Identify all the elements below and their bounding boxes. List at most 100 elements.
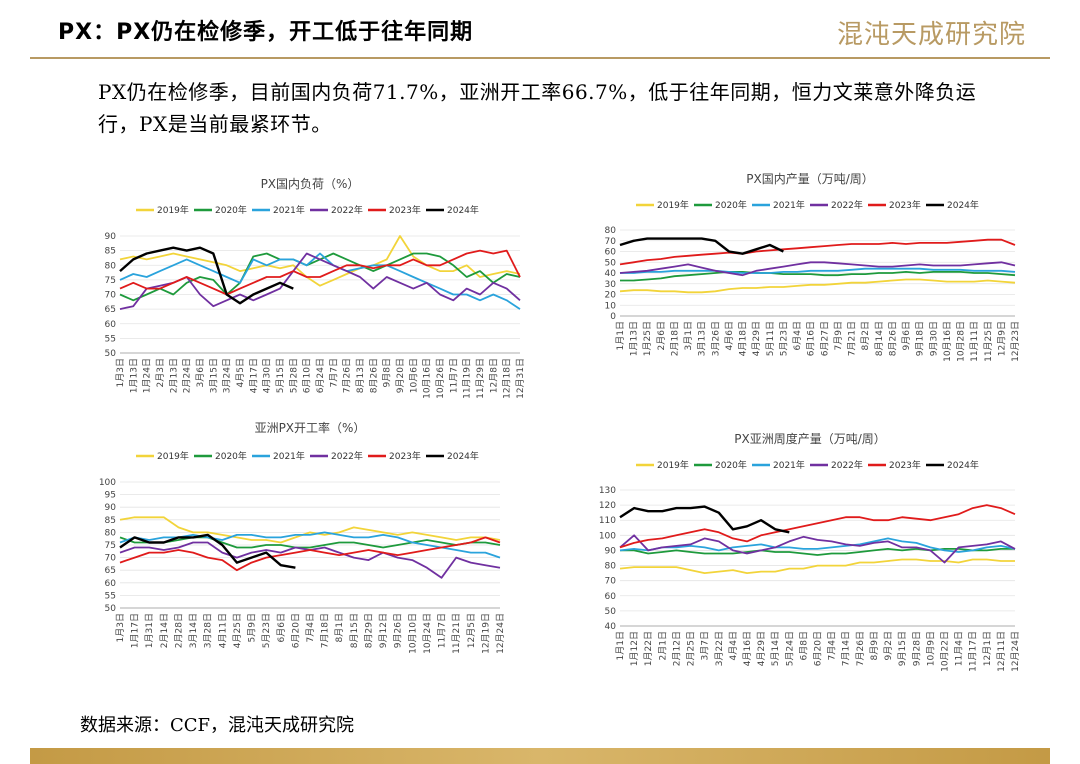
- x-tick-label: 4月25日: [232, 613, 243, 648]
- x-tick-label: 2月1日: [657, 631, 668, 660]
- x-tick-label: 3月26日: [710, 321, 721, 356]
- x-tick-label: 1月31日: [144, 613, 155, 648]
- y-tick-label: 30: [605, 280, 617, 290]
- x-tick-label: 5月23日: [778, 321, 789, 356]
- chart-asia-weekly-output: PX亚洲周度产量（万吨/周） 2019年 2020年 2021年 2022年 2023年 2…: [599, 431, 1021, 672]
- legend-label: 2024年: [947, 199, 979, 211]
- x-tick-label: 4月5日: [235, 358, 246, 387]
- x-tick-label: 2月14日: [159, 613, 170, 648]
- legend-label: 2021年: [773, 199, 805, 211]
- x-tick-label: 5月9日: [247, 613, 258, 642]
- footer-bar: [30, 748, 1050, 764]
- x-tick-label: 11月4日: [954, 631, 965, 666]
- x-tick-label: 8月2日: [860, 321, 871, 350]
- x-tick-label: 3月22日: [714, 631, 725, 666]
- legend-label: 2020年: [715, 459, 747, 471]
- y-tick-label: 85: [105, 516, 116, 526]
- x-tick-label: 12月9日: [996, 321, 1007, 356]
- legend-label: 2024年: [947, 459, 979, 471]
- y-tick-label: 55: [105, 334, 116, 344]
- series-line-2020: [620, 271, 1016, 282]
- y-tick-label: 65: [105, 305, 116, 315]
- chart-title: PX亚洲周度产量（万吨/周）: [734, 431, 886, 446]
- x-tick-label: 11月29日: [475, 358, 486, 399]
- x-tick-label: 12月11日: [996, 631, 1007, 672]
- x-tick-label: 5月14日: [770, 631, 781, 666]
- x-tick-label: 6月24日: [315, 358, 326, 393]
- chart-title: 亚洲PX开工率（%）: [255, 420, 366, 435]
- x-tick-label: 1月17日: [130, 613, 141, 648]
- x-tick-label: 6月27日: [819, 321, 830, 356]
- chart-asia-operating-rate: 亚洲PX开工率（%） 2019年 2020年 2021年 2022年 2023年 2024年…: [99, 420, 506, 654]
- x-tick-label: 5月24日: [784, 631, 795, 666]
- y-tick-label: 75: [105, 276, 116, 286]
- x-tick-label: 10月28日: [956, 321, 967, 362]
- legend-label: 2021年: [273, 204, 305, 216]
- y-tick-label: 70: [105, 554, 117, 564]
- x-tick-label: 1月12日: [629, 631, 640, 666]
- x-tick-label: 12月5日: [466, 613, 477, 648]
- x-tick-label: 8月9日: [869, 631, 880, 660]
- legend-label: 2022年: [331, 450, 363, 462]
- x-tick-label: 7月9日: [833, 321, 844, 350]
- x-tick-label: 1月13日: [128, 358, 139, 393]
- legend-label: 2022年: [331, 204, 363, 216]
- x-tick-label: 11月17日: [968, 631, 979, 672]
- x-tick-label: 10月22日: [939, 631, 950, 672]
- x-tick-label: 12月31日: [515, 358, 526, 399]
- x-tick-label: 12月19日: [480, 613, 491, 654]
- x-tick-label: 10月9日: [925, 631, 936, 666]
- y-tick-label: 90: [605, 546, 617, 556]
- legend-label: 2023年: [389, 450, 421, 462]
- series-line-2023: [119, 536, 501, 572]
- y-tick-label: 120: [599, 501, 616, 511]
- x-tick-label: 8月26日: [887, 321, 898, 356]
- x-tick-label: 2月18日: [669, 321, 680, 356]
- y-tick-label: 40: [605, 622, 617, 632]
- chart-domestic-output: PX国内产量（万吨/周）2019年 2020年 2021年 2022年 2023年 202…: [605, 172, 1021, 362]
- x-tick-label: 7月4日: [305, 613, 316, 642]
- x-tick-label: 9月2日: [883, 631, 894, 660]
- y-tick-label: 60: [105, 579, 117, 589]
- y-tick-label: 55: [105, 591, 116, 601]
- y-tick-label: 60: [605, 248, 617, 258]
- x-tick-label: 10月6日: [408, 358, 419, 393]
- x-tick-label: 1月24日: [142, 358, 153, 393]
- x-tick-label: 9月15日: [897, 631, 908, 666]
- legend-label: 2020年: [715, 199, 747, 211]
- legend-label: 2023年: [389, 204, 421, 216]
- x-tick-label: 2月3日: [155, 358, 166, 387]
- series-line-2019: [619, 278, 1016, 294]
- x-tick-label: 7月4日: [827, 631, 838, 660]
- y-tick-label: 85: [105, 247, 116, 257]
- x-tick-label: 7月7日: [328, 358, 339, 387]
- chart-title: PX国内产量（万吨/周）: [746, 172, 874, 186]
- x-tick-label: 6月4日: [792, 321, 803, 350]
- x-tick-label: 7月14日: [841, 631, 852, 666]
- x-tick-label: 4月29日: [756, 631, 767, 666]
- legend-label: 2022年: [831, 199, 863, 211]
- x-tick-label: 11月7日: [448, 358, 459, 393]
- series-line-2021: [620, 267, 1016, 274]
- x-tick-label: 6月10日: [302, 358, 313, 393]
- y-tick-label: 40: [605, 269, 617, 279]
- x-tick-label: 11月25日: [983, 321, 994, 362]
- x-tick-label: 7月26日: [342, 358, 353, 393]
- x-tick-label: 12月23日: [1010, 321, 1021, 362]
- chart-title: PX国内负荷（%）: [261, 177, 360, 191]
- x-tick-label: 1月1日: [615, 321, 626, 350]
- y-tick-label: 0: [610, 312, 616, 322]
- x-tick-label: 4月17日: [248, 358, 259, 393]
- x-tick-label: 9月20日: [395, 358, 406, 393]
- x-tick-label: 3月14日: [188, 613, 199, 648]
- page-title: PX：PX仍在检修季，开工低于往年同期: [58, 20, 474, 45]
- series-line-2020: [119, 536, 501, 549]
- y-tick-label: 110: [599, 516, 616, 526]
- legend-label: 2019年: [157, 450, 189, 462]
- x-tick-label: 4月30日: [262, 358, 273, 393]
- y-tick-label: 60: [605, 592, 617, 602]
- x-tick-label: 9月6日: [901, 321, 912, 350]
- x-tick-label: 3月13日: [697, 321, 708, 356]
- legend-label: 2019年: [157, 204, 189, 216]
- x-tick-label: 1月22日: [643, 631, 654, 666]
